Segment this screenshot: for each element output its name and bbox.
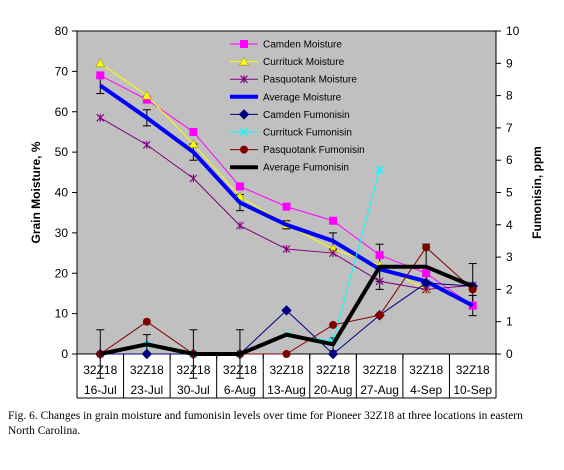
- x-tick-sublabel: 32Z18: [456, 363, 490, 377]
- x-tick-label: 20-Aug: [314, 383, 353, 397]
- legend-label: Average Fumonisin: [263, 163, 349, 174]
- y-tick-label: 0: [61, 347, 68, 361]
- y2-tick-label: 5: [506, 186, 513, 200]
- legend-marker: [239, 56, 249, 66]
- series-point-pasquotank-moisture: [189, 174, 198, 183]
- series-point-pasquotank-fumonisin: [422, 243, 431, 252]
- series-point-camden-moisture: [375, 251, 384, 260]
- x-tick-sublabel: 32Z18: [316, 363, 350, 377]
- y-tick-label: 40: [55, 186, 69, 200]
- x-tick-label: 16-Jul: [84, 383, 117, 397]
- y2-axis-title: Fumonisin, ppm: [530, 146, 544, 239]
- series-point-currituck-moisture: [188, 139, 199, 148]
- series-point-pasquotank-moisture: [329, 249, 337, 258]
- legend-label: Currituck Fumonisin: [263, 128, 352, 139]
- y-tick-label: 60: [55, 105, 69, 119]
- y-tick-label: 50: [55, 145, 69, 159]
- series-point-camden-fumonisin: [281, 305, 292, 316]
- x-tick-sublabel: 32Z18: [363, 363, 397, 377]
- y2-tick-label: 2: [506, 282, 513, 296]
- legend-label: Camden Moisture: [263, 40, 342, 51]
- series-line-average-moisture: [99, 83, 474, 308]
- y-tick-label: 20: [55, 266, 69, 280]
- y2-tick-label: 9: [506, 56, 513, 70]
- legend-marker: [238, 109, 250, 120]
- legend-marker: [240, 128, 248, 136]
- series-point-pasquotank-moisture: [282, 245, 291, 254]
- plot-area: [76, 30, 497, 355]
- series-point-camden-moisture: [235, 182, 244, 191]
- series-point-pasquotank-fumonisin: [329, 320, 338, 329]
- figure-caption: Fig. 6. Changes in grain moisture and fu…: [8, 410, 523, 437]
- chart: 32Z18 16-Jul 32Z18 23-Jul 32Z18 30-Jul 32Z18 6-…: [29, 24, 544, 399]
- x-tick-label: 13-Aug: [267, 383, 306, 397]
- legend-label: Pasquotank Fumonisin: [263, 145, 365, 156]
- y2-tick-label: 6: [506, 153, 513, 167]
- y-tick-label: 70: [55, 64, 69, 78]
- y-tick-label: 30: [55, 226, 69, 240]
- series-point-currituck-moisture: [141, 90, 152, 100]
- series-point-pasquotank-moisture: [142, 140, 151, 149]
- y2-tick-label: 1: [506, 315, 513, 329]
- series-point-pasquotank-moisture: [375, 277, 384, 286]
- x-tick-label: 27-Aug: [360, 383, 399, 397]
- x-tick-label: 10-Sep: [453, 383, 492, 397]
- series-point-currituck-moisture: [95, 58, 106, 68]
- x-tick-label: 6-Aug: [224, 383, 256, 397]
- legend-label: Average Moisture: [263, 92, 342, 103]
- y2-tick-label: 10: [506, 24, 520, 38]
- legend-marker: [240, 75, 248, 84]
- x-tick-label: 30-Jul: [177, 383, 210, 397]
- legend-marker: [240, 145, 248, 154]
- series-point-camden-moisture: [96, 71, 105, 80]
- series-point-camden-fumonisin: [327, 348, 339, 360]
- series-point-camden-moisture: [422, 269, 431, 278]
- x-tick-label: 4-Sep: [410, 383, 442, 397]
- legend-label: Pasquotank Moisture: [263, 75, 357, 86]
- series-point-pasquotank-moisture: [236, 221, 244, 230]
- series-point-camden-moisture: [329, 216, 338, 225]
- x-tick-label: 23-Jul: [130, 383, 163, 397]
- series-point-camden-moisture: [189, 127, 198, 136]
- y2-tick-label: 8: [506, 89, 513, 103]
- x-tick-sublabel: 32Z18: [130, 363, 164, 377]
- y-tick-label: 80: [55, 24, 69, 38]
- series-point-currituck-fumonisin: [375, 165, 384, 174]
- y-tick-label: 10: [55, 307, 69, 321]
- y2-tick-label: 7: [506, 121, 513, 135]
- x-tick-sublabel: 32Z18: [269, 363, 303, 377]
- series-point-pasquotank-fumonisin: [282, 350, 291, 358]
- y2-tick-label: 4: [506, 218, 513, 232]
- series-line-average-fumonisin: [99, 264, 474, 356]
- legend-label: Camden Fumonisin: [263, 110, 350, 121]
- y-axis-title: Grain Moisture, %: [29, 141, 43, 243]
- y2-tick-label: 0: [506, 347, 513, 361]
- series-point-camden-moisture: [282, 202, 291, 211]
- series-point-pasquotank-moisture: [96, 113, 105, 122]
- series-point-camden-fumonisin: [141, 348, 153, 360]
- legend-label: Currituck Moisture: [263, 57, 345, 68]
- series-point-camden-fumonisin: [420, 277, 432, 289]
- series-point-pasquotank-fumonisin: [375, 311, 384, 320]
- series-point-pasquotank-fumonisin: [142, 317, 151, 326]
- x-tick-sublabel: 32Z18: [409, 363, 443, 377]
- y2-tick-label: 3: [506, 250, 513, 264]
- legend-marker: [240, 40, 248, 48]
